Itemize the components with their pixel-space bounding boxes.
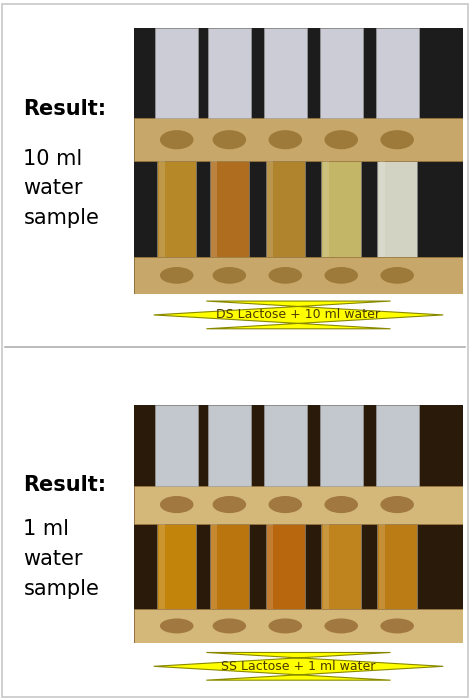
- Bar: [157, 524, 196, 609]
- Ellipse shape: [160, 496, 194, 513]
- Bar: [134, 118, 463, 161]
- Bar: [155, 405, 198, 486]
- Bar: [159, 524, 164, 609]
- Text: Result:: Result:: [24, 99, 107, 119]
- Ellipse shape: [160, 267, 194, 284]
- Bar: [211, 524, 217, 609]
- Text: 1 ml
water
sample: 1 ml water sample: [24, 519, 99, 598]
- Text: DS Lactose + 10 ml water: DS Lactose + 10 ml water: [217, 309, 380, 321]
- Bar: [267, 524, 273, 609]
- Bar: [377, 161, 417, 257]
- Ellipse shape: [380, 130, 414, 149]
- Text: SS Lactose + 1 ml water: SS Lactose + 1 ml water: [221, 660, 376, 673]
- Bar: [155, 28, 198, 118]
- Polygon shape: [154, 652, 443, 680]
- Polygon shape: [154, 301, 443, 329]
- Bar: [264, 28, 306, 118]
- Text: 10 ml
water
sample: 10 ml water sample: [24, 148, 99, 228]
- Ellipse shape: [380, 267, 414, 284]
- Ellipse shape: [212, 618, 246, 634]
- Ellipse shape: [324, 267, 358, 284]
- Ellipse shape: [324, 496, 358, 513]
- Bar: [208, 405, 251, 486]
- Bar: [379, 524, 385, 609]
- Ellipse shape: [268, 496, 302, 513]
- Ellipse shape: [380, 618, 414, 634]
- Bar: [211, 161, 217, 257]
- Bar: [134, 257, 463, 294]
- Ellipse shape: [212, 130, 246, 149]
- Bar: [267, 161, 273, 257]
- Bar: [159, 161, 164, 257]
- Bar: [157, 161, 196, 257]
- Bar: [208, 28, 251, 118]
- Ellipse shape: [268, 618, 302, 634]
- Ellipse shape: [212, 267, 246, 284]
- Ellipse shape: [380, 496, 414, 513]
- Bar: [264, 405, 306, 486]
- Bar: [321, 161, 361, 257]
- Ellipse shape: [160, 618, 194, 634]
- Bar: [376, 405, 418, 486]
- Bar: [320, 28, 363, 118]
- Ellipse shape: [160, 130, 194, 149]
- Bar: [321, 524, 361, 609]
- Bar: [320, 405, 363, 486]
- Ellipse shape: [268, 130, 302, 149]
- Bar: [134, 609, 463, 643]
- Text: Result:: Result:: [24, 475, 107, 495]
- Bar: [210, 524, 249, 609]
- Ellipse shape: [212, 496, 246, 513]
- Ellipse shape: [268, 267, 302, 284]
- Bar: [323, 524, 329, 609]
- Bar: [266, 161, 305, 257]
- Ellipse shape: [324, 618, 358, 634]
- Bar: [379, 161, 385, 257]
- Bar: [210, 161, 249, 257]
- Bar: [377, 524, 417, 609]
- Bar: [376, 28, 418, 118]
- Bar: [134, 486, 463, 524]
- Bar: [323, 161, 329, 257]
- Bar: [266, 524, 305, 609]
- Ellipse shape: [324, 130, 358, 149]
